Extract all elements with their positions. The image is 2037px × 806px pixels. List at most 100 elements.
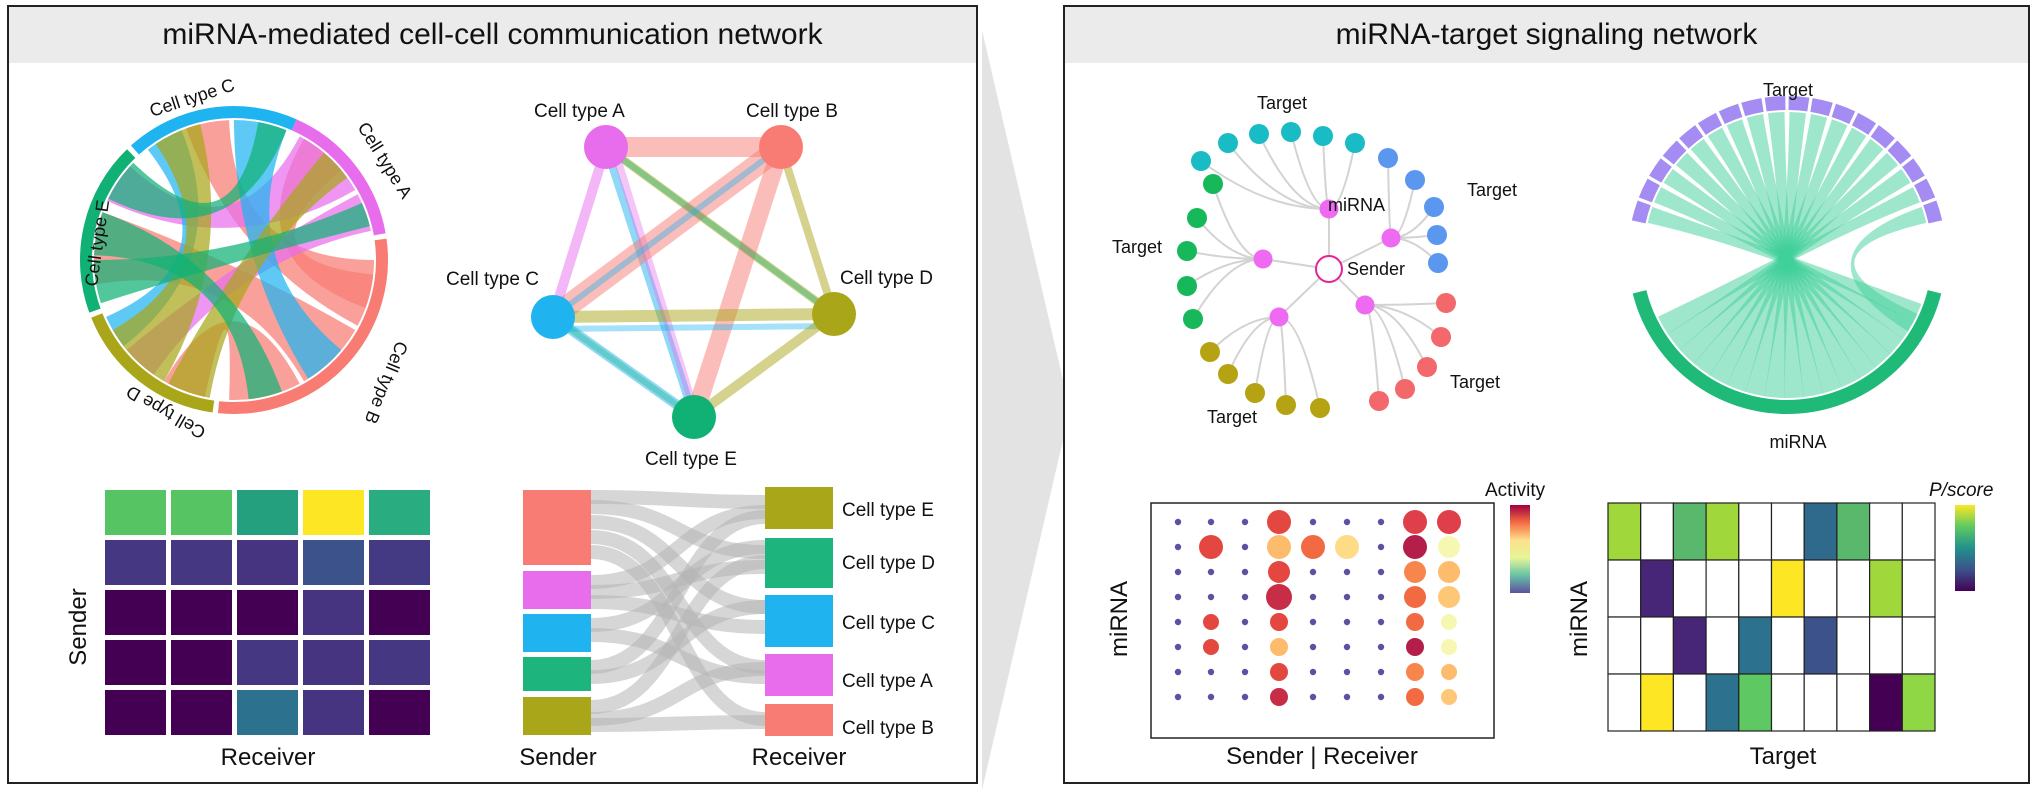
tree-target-node	[1281, 122, 1301, 142]
dotplot-point-small	[1343, 693, 1351, 701]
tree-branch	[1227, 142, 1330, 210]
chord-arc-cell-b	[217, 238, 388, 414]
sankey-sender-d	[523, 697, 591, 735]
target-arc-segment	[1810, 98, 1833, 117]
pscore-cell	[1836, 502, 1871, 561]
dotplot-point-small	[1343, 568, 1351, 576]
dotplot-point	[1203, 614, 1219, 630]
sankey-receiver-label: Receiver	[752, 744, 847, 771]
edge-b-c	[542, 136, 792, 328]
dotplot-point-small	[1309, 568, 1317, 576]
pscore-cell	[1901, 673, 1936, 732]
heatmap-cell	[303, 640, 364, 685]
dotplot-point	[1335, 535, 1359, 559]
activity-dotplot	[1174, 510, 1461, 706]
dotplot-point-small	[1174, 568, 1182, 576]
pscore-cell	[1607, 673, 1642, 732]
chord-arc-cell-c	[130, 106, 297, 155]
dotplot-point	[1441, 689, 1457, 705]
edge-a-c	[548, 142, 611, 322]
sankey-label-cell-c: Cell type C	[842, 613, 935, 634]
tree-target-label-right: Target	[1467, 180, 1517, 200]
dotplot-point	[1267, 510, 1291, 534]
dotplot-point-small	[1241, 593, 1249, 601]
pscore-cell	[1770, 616, 1805, 675]
tree-target-node	[1428, 253, 1448, 273]
target-arc-segment	[1764, 96, 1786, 112]
dotplot-point-small	[1241, 643, 1249, 651]
mirna-target-panel: miRNA-target signaling network Target Ta…	[1063, 5, 2030, 784]
dotplot-point-small	[1343, 668, 1351, 676]
dotplot-point	[1270, 638, 1288, 656]
target-arc-segment	[1902, 158, 1925, 183]
chord-ribbon-11	[94, 212, 282, 400]
tree-branch	[1387, 157, 1392, 239]
node-cell-e	[672, 395, 716, 439]
dotplot-point	[1404, 586, 1426, 608]
pscore-cell	[1738, 559, 1773, 618]
heatmap-cell	[171, 540, 232, 585]
dotplot-point-small	[1207, 518, 1215, 526]
heatmap-cell	[171, 640, 232, 685]
edge-a-e2	[609, 141, 699, 416]
dotplot-point-small	[1343, 593, 1351, 601]
dotplot-point-small	[1377, 643, 1385, 651]
dotplot-point	[1438, 586, 1460, 608]
tree-target-node	[1200, 342, 1220, 362]
dotplot-point-small	[1377, 618, 1385, 626]
target-arc-segment	[1638, 178, 1660, 203]
edge-b-e	[685, 138, 790, 426]
dotplot-point-small	[1174, 543, 1182, 551]
heatmap-xlabel: Receiver	[221, 744, 316, 771]
pscore-cell	[1770, 673, 1805, 732]
tree-target-node	[1424, 197, 1444, 217]
dotplot-point-small	[1377, 543, 1385, 551]
tree-target-node	[1218, 364, 1238, 384]
pscore-cell	[1738, 673, 1773, 732]
chord-ribbons	[94, 120, 374, 400]
sankey-sender-a	[523, 571, 591, 609]
dotplot-point-small	[1309, 693, 1317, 701]
dotplot-point-small	[1309, 643, 1317, 651]
sankey-receiver-e	[765, 538, 833, 588]
tree-target-node	[1183, 309, 1203, 329]
heatmap-cell	[105, 690, 166, 735]
dotplot-point-small	[1174, 618, 1182, 626]
target-chord-bottom-label: miRNA	[1770, 432, 1827, 452]
tree-branch	[1209, 316, 1280, 353]
tree-target-node	[1191, 151, 1211, 171]
dotplot-point-small	[1174, 518, 1182, 526]
pscore-cell	[1672, 673, 1707, 732]
pscore-cell	[1836, 673, 1871, 732]
pscore-cell	[1640, 616, 1675, 675]
heatmap-cell	[369, 540, 430, 585]
target-chord-ribbon	[1850, 206, 1927, 332]
pscore-cell	[1738, 616, 1773, 675]
node-cell-d	[812, 292, 856, 336]
dotplot-xlabel: Sender | Receiver	[1226, 743, 1418, 770]
target-chord-diagram	[1631, 96, 1943, 414]
target-arc-segment	[1870, 125, 1895, 149]
tree-sender-node	[1315, 255, 1343, 283]
sankey-flow-13	[590, 662, 766, 726]
target-arc-segment	[1718, 103, 1743, 125]
tree-target-label-top: Target	[1257, 93, 1307, 113]
tree-target-node	[1417, 357, 1437, 377]
dotplot-point-small	[1241, 618, 1249, 626]
tree-branch	[1212, 183, 1264, 260]
tree-target-node	[1369, 391, 1389, 411]
dotplot-point	[1406, 688, 1424, 706]
tree-target-node	[1405, 170, 1425, 190]
chord-arc-cell-d	[91, 313, 215, 413]
tree-sender-label: Sender	[1347, 259, 1405, 279]
dotplot-point-small	[1309, 593, 1317, 601]
tree-target-label-left: Target	[1112, 237, 1162, 257]
tree-target-node	[1177, 276, 1197, 296]
pscore-grid	[1607, 502, 1936, 732]
pscore-cell	[1672, 559, 1707, 618]
dotplot-point-small	[1343, 518, 1351, 526]
pscore-cell	[1803, 502, 1838, 561]
node-cell-b	[759, 125, 803, 169]
tree-target-node	[1187, 208, 1207, 228]
pscore-cell	[1640, 502, 1675, 561]
